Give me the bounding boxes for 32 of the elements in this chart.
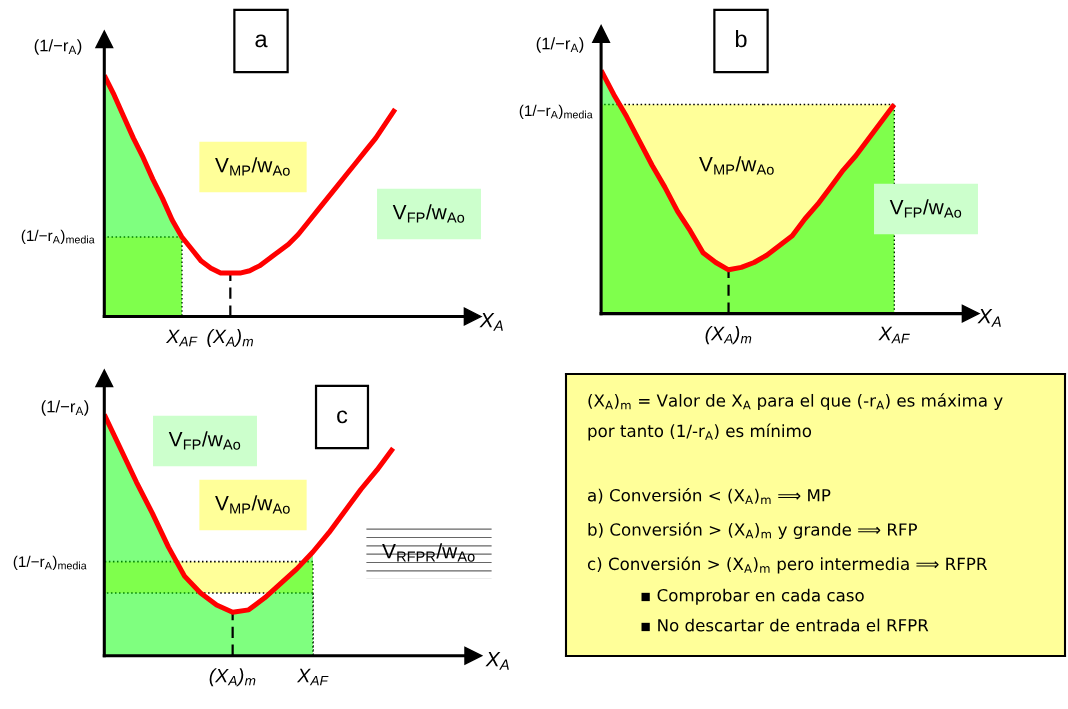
- x-tick-label: (X$_{A}$)$_{m}$: [705, 326, 752, 345]
- text: (1/−r$_{A}$)$_{media}$: [519, 104, 593, 120]
- annotation: V$_{MP}$/w$_{Ao}$: [215, 157, 290, 176]
- text: b) Conversión > (X$_{A}$)$_{m}$ y grande ⟹ RFP: [588, 522, 918, 540]
- text: (X$_{A}$)$_{m}$ = Valor de X$_{A}$ para el que (-r$_{A}$) es máxima y: [588, 393, 1003, 411]
- chart-title: b: [735, 30, 747, 48]
- annotation: V$_{RFPR}$/w$_{Ao}$: [382, 543, 475, 562]
- text: (1/−r$_{A}$)$_{media}$: [13, 555, 87, 571]
- text: a) Conversión < (X$_{A}$)$_{m}$ ⟹ MP: [588, 487, 831, 505]
- chart-title: c: [337, 410, 348, 424]
- annotation: V$_{FP}$/w$_{Ao}$: [889, 199, 962, 218]
- x-tick-label: X$_{AF}$: [878, 326, 910, 344]
- text: (1/−r$_{A}$)$_{media}$: [21, 229, 95, 245]
- text: c) Conversión > (X$_{A}$)$_{m}$ pero intermedia ⟹ RFPR: [587, 556, 987, 574]
- x-axis-title: X$_{A}$: [485, 652, 509, 670]
- text: ▪ No descartar de entrada el RFPR: [641, 618, 929, 632]
- x-tick-label: (X$_{A}$)$_{m}$: [207, 329, 253, 348]
- annotation: V$_{MP}$/w$_{Ao}$: [215, 495, 290, 514]
- x-tick-label: X$_{AF}$: [296, 668, 329, 686]
- y-axis-title: (1/−r$_{A}$): [34, 39, 82, 55]
- x-axis-title: X$_{A}$: [977, 309, 1001, 327]
- text: por tanto (1/-r$_{A}$) es mínimo: [588, 423, 812, 441]
- text: ▪ Comprobar en cada caso: [641, 588, 864, 605]
- y-axis-title: (1/−r$_{A}$): [536, 37, 584, 53]
- annotation: V$_{MP}$/w$_{Ao}$: [699, 156, 774, 175]
- x-tick-label: (X$_{A}$)$_{m}$: [209, 668, 256, 687]
- annotation: V$_{FP}$/w$_{Ao}$: [392, 204, 465, 223]
- y-axis-title: (1/−r$_{A}$): [41, 400, 89, 416]
- chart-title: a: [255, 34, 268, 48]
- annotation: V$_{FP}$/w$_{Ao}$: [168, 431, 241, 450]
- x-tick-label: X$_{AF}$: [165, 329, 198, 347]
- x-axis-title: X$_{A}$: [479, 313, 503, 331]
